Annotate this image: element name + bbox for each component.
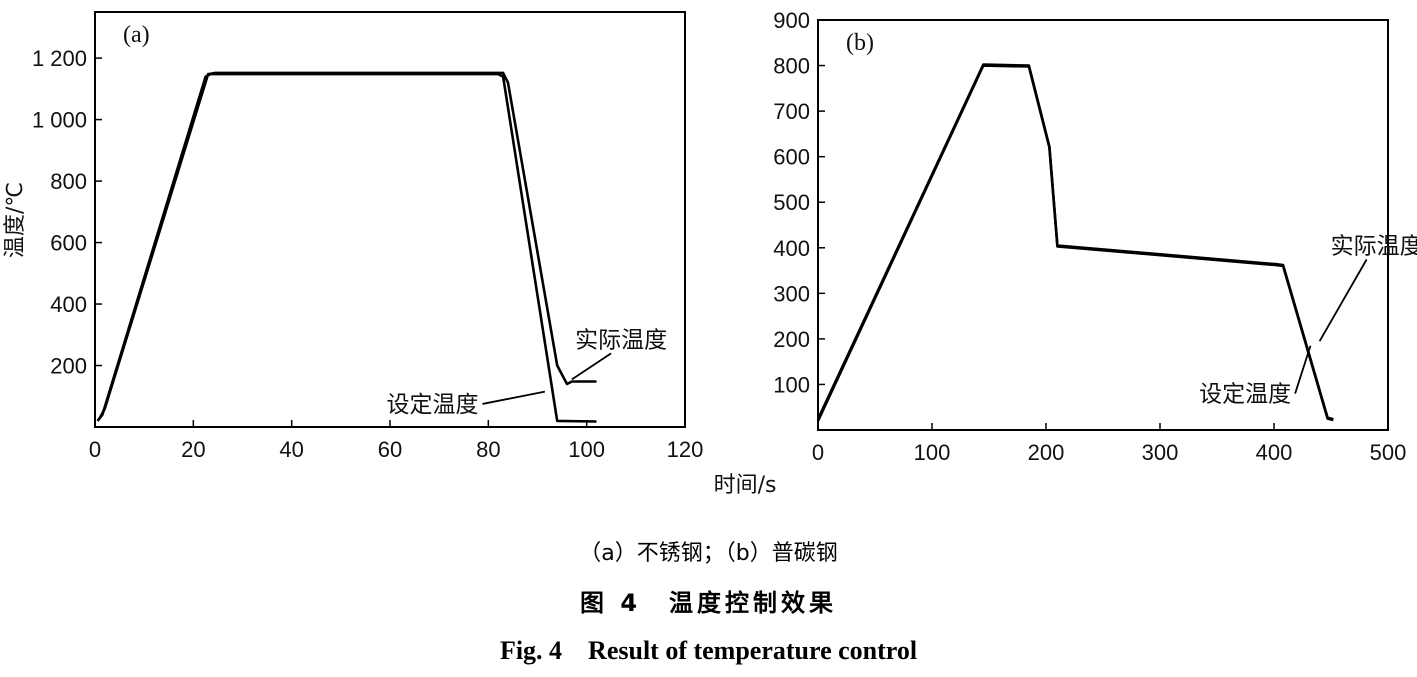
- figure-caption-chinese: 图 4 温度控制效果: [579, 589, 838, 617]
- x-tick-label-b: 0: [812, 440, 824, 465]
- annotation-leader-b: [1294, 345, 1312, 394]
- sub-caption: （a）不锈钢；（b）普碳钢: [579, 541, 838, 566]
- panel-label-b: (b): [846, 30, 874, 56]
- x-tick-label-a: 0: [89, 437, 101, 462]
- y-tick-label-a: 1 200: [32, 46, 87, 71]
- y-tick-label-b: 700: [773, 99, 810, 124]
- annotation-leader-a: [482, 390, 546, 405]
- series-line-set-a: [96, 72, 597, 423]
- y-tick-label-b: 400: [773, 236, 810, 261]
- panel-b-carbon-steel: 0 100 200 300 400 500 100 200 300 400 500 600 700 800…: [773, 8, 1417, 465]
- x-tick-label-a: 100: [568, 437, 605, 462]
- annotation-leader-a: [571, 352, 612, 381]
- y-tick-label-a: 200: [50, 354, 87, 379]
- y-tick-label-a: 1 000: [32, 108, 87, 133]
- annotation-label-b: 实际温度: [1331, 234, 1417, 260]
- x-tick-label-b: 200: [1028, 440, 1065, 465]
- y-tick-label-a: 800: [50, 169, 87, 194]
- y-tick-label-b: 900: [773, 8, 810, 33]
- y-tick-label-a: 400: [50, 292, 87, 317]
- plot-frame-b: [817, 19, 1389, 431]
- annotation-leader-b: [1318, 259, 1368, 342]
- series-line-actual-a: [98, 71, 597, 419]
- x-tick-label-a: 80: [476, 437, 500, 462]
- y-tick-label-b: 500: [773, 190, 810, 215]
- x-tick-label-a: 120: [667, 437, 704, 462]
- y-axis-label-a: 温度/℃: [3, 182, 28, 258]
- y-tick-label-b: 300: [773, 281, 810, 306]
- y-tick-label-a: 600: [50, 231, 87, 256]
- y-tick-label-b: 200: [773, 327, 810, 352]
- shared-x-axis-label: 时间/s: [714, 473, 777, 498]
- figure-caption-english: Fig. 4 Result of temperature control: [499, 636, 918, 665]
- y-tick-label-b: 800: [773, 54, 810, 79]
- series-line-set-b: [816, 64, 1334, 422]
- x-tick-label-a: 20: [181, 437, 205, 462]
- x-tick-label-b: 100: [914, 440, 951, 465]
- y-tick-label-b: 600: [773, 145, 810, 170]
- annotation-label-b: 设定温度: [1199, 382, 1291, 408]
- x-tick-label-a: 40: [279, 437, 303, 462]
- figure: 0 20 40 60 80 100 120 200 400 600 800 1 000 1 200 (a)…: [3, 8, 1417, 498]
- x-tick-label-b: 500: [1370, 440, 1407, 465]
- panel-label-a: (a): [123, 22, 150, 48]
- panel-a-stainless-steel: 0 20 40 60 80 100 120 200 400 600 800 1 000 1 200 (a)…: [3, 11, 704, 462]
- y-tick-label-b: 100: [773, 372, 810, 397]
- x-tick-label-b: 400: [1256, 440, 1293, 465]
- series-line-actual-b: [816, 63, 1334, 421]
- x-tick-label-a: 60: [378, 437, 402, 462]
- x-tick-label-b: 300: [1142, 440, 1179, 465]
- annotation-label-a: 设定温度: [387, 392, 479, 418]
- annotation-label-a: 实际温度: [575, 327, 667, 353]
